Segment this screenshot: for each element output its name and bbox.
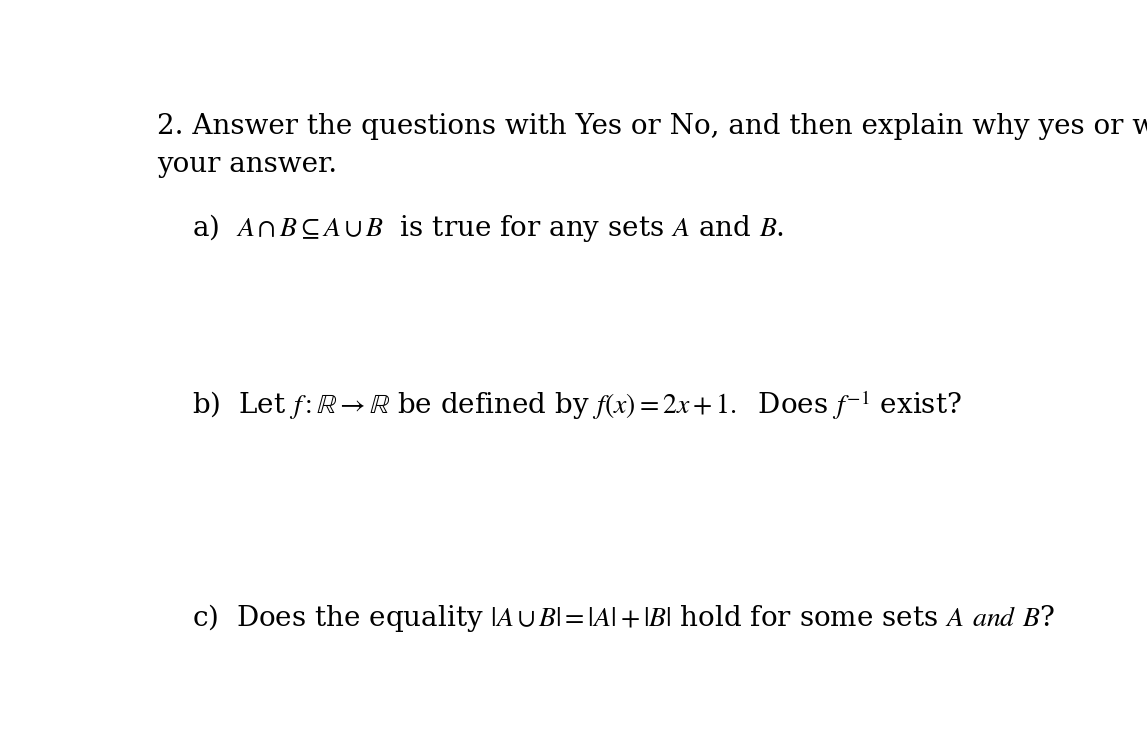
Text: b)  Let $f: \mathbb{R} \rightarrow \mathbb{R}$ be defined by $f(x) = 2x + 1.$  D: b) Let $f: \mathbb{R} \rightarrow \mathb… [193, 388, 962, 421]
Text: 2. Answer the questions with Yes or No, and then explain why yes or why not. Jus: 2. Answer the questions with Yes or No, … [157, 113, 1147, 140]
Text: a)  $A \cap B \subseteq A \cup B$  is true for any sets $A$ and $B$.: a) $A \cap B \subseteq A \cup B$ is true… [193, 212, 785, 243]
Text: your answer.: your answer. [157, 151, 337, 178]
Text: c)  Does the equality $|A \cup B| = |A| + |B|$ hold for some sets $A$ $\mathit{a: c) Does the equality $|A \cup B| = |A| +… [193, 602, 1055, 634]
